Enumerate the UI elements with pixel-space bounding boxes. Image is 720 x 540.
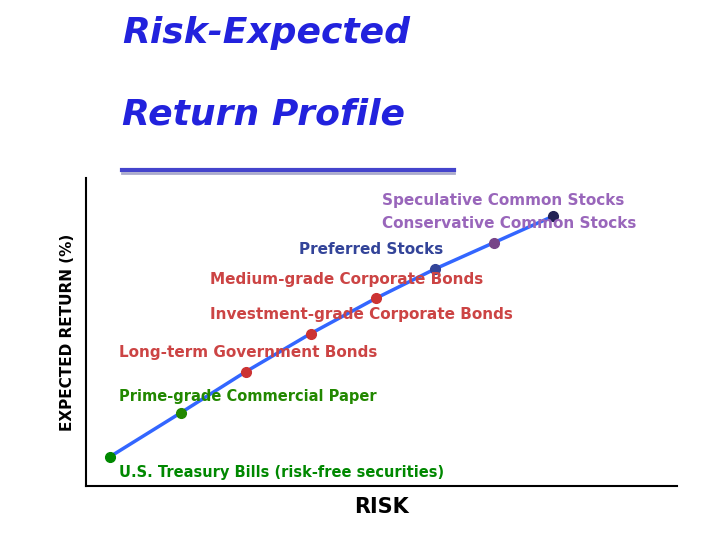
Text: Risk-Expected: Risk-Expected <box>122 16 410 50</box>
Y-axis label: EXPECTED RETURN (%): EXPECTED RETURN (%) <box>60 233 76 431</box>
Text: Speculative Common Stocks: Speculative Common Stocks <box>382 193 624 207</box>
Text: Long-term Government Bonds: Long-term Government Bonds <box>119 345 377 360</box>
Text: Prime-grade Commercial Paper: Prime-grade Commercial Paper <box>119 389 377 404</box>
Text: Preferred Stocks: Preferred Stocks <box>299 242 444 258</box>
Text: Return Profile: Return Profile <box>122 97 405 131</box>
Text: Investment-grade Corporate Bonds: Investment-grade Corporate Bonds <box>210 307 513 322</box>
Text: Conservative Common Stocks: Conservative Common Stocks <box>382 216 636 231</box>
Text: U.S. Treasury Bills (risk-free securities): U.S. Treasury Bills (risk-free securitie… <box>119 465 444 481</box>
X-axis label: RISK: RISK <box>354 497 409 517</box>
Text: Medium-grade Corporate Bonds: Medium-grade Corporate Bonds <box>210 272 484 287</box>
